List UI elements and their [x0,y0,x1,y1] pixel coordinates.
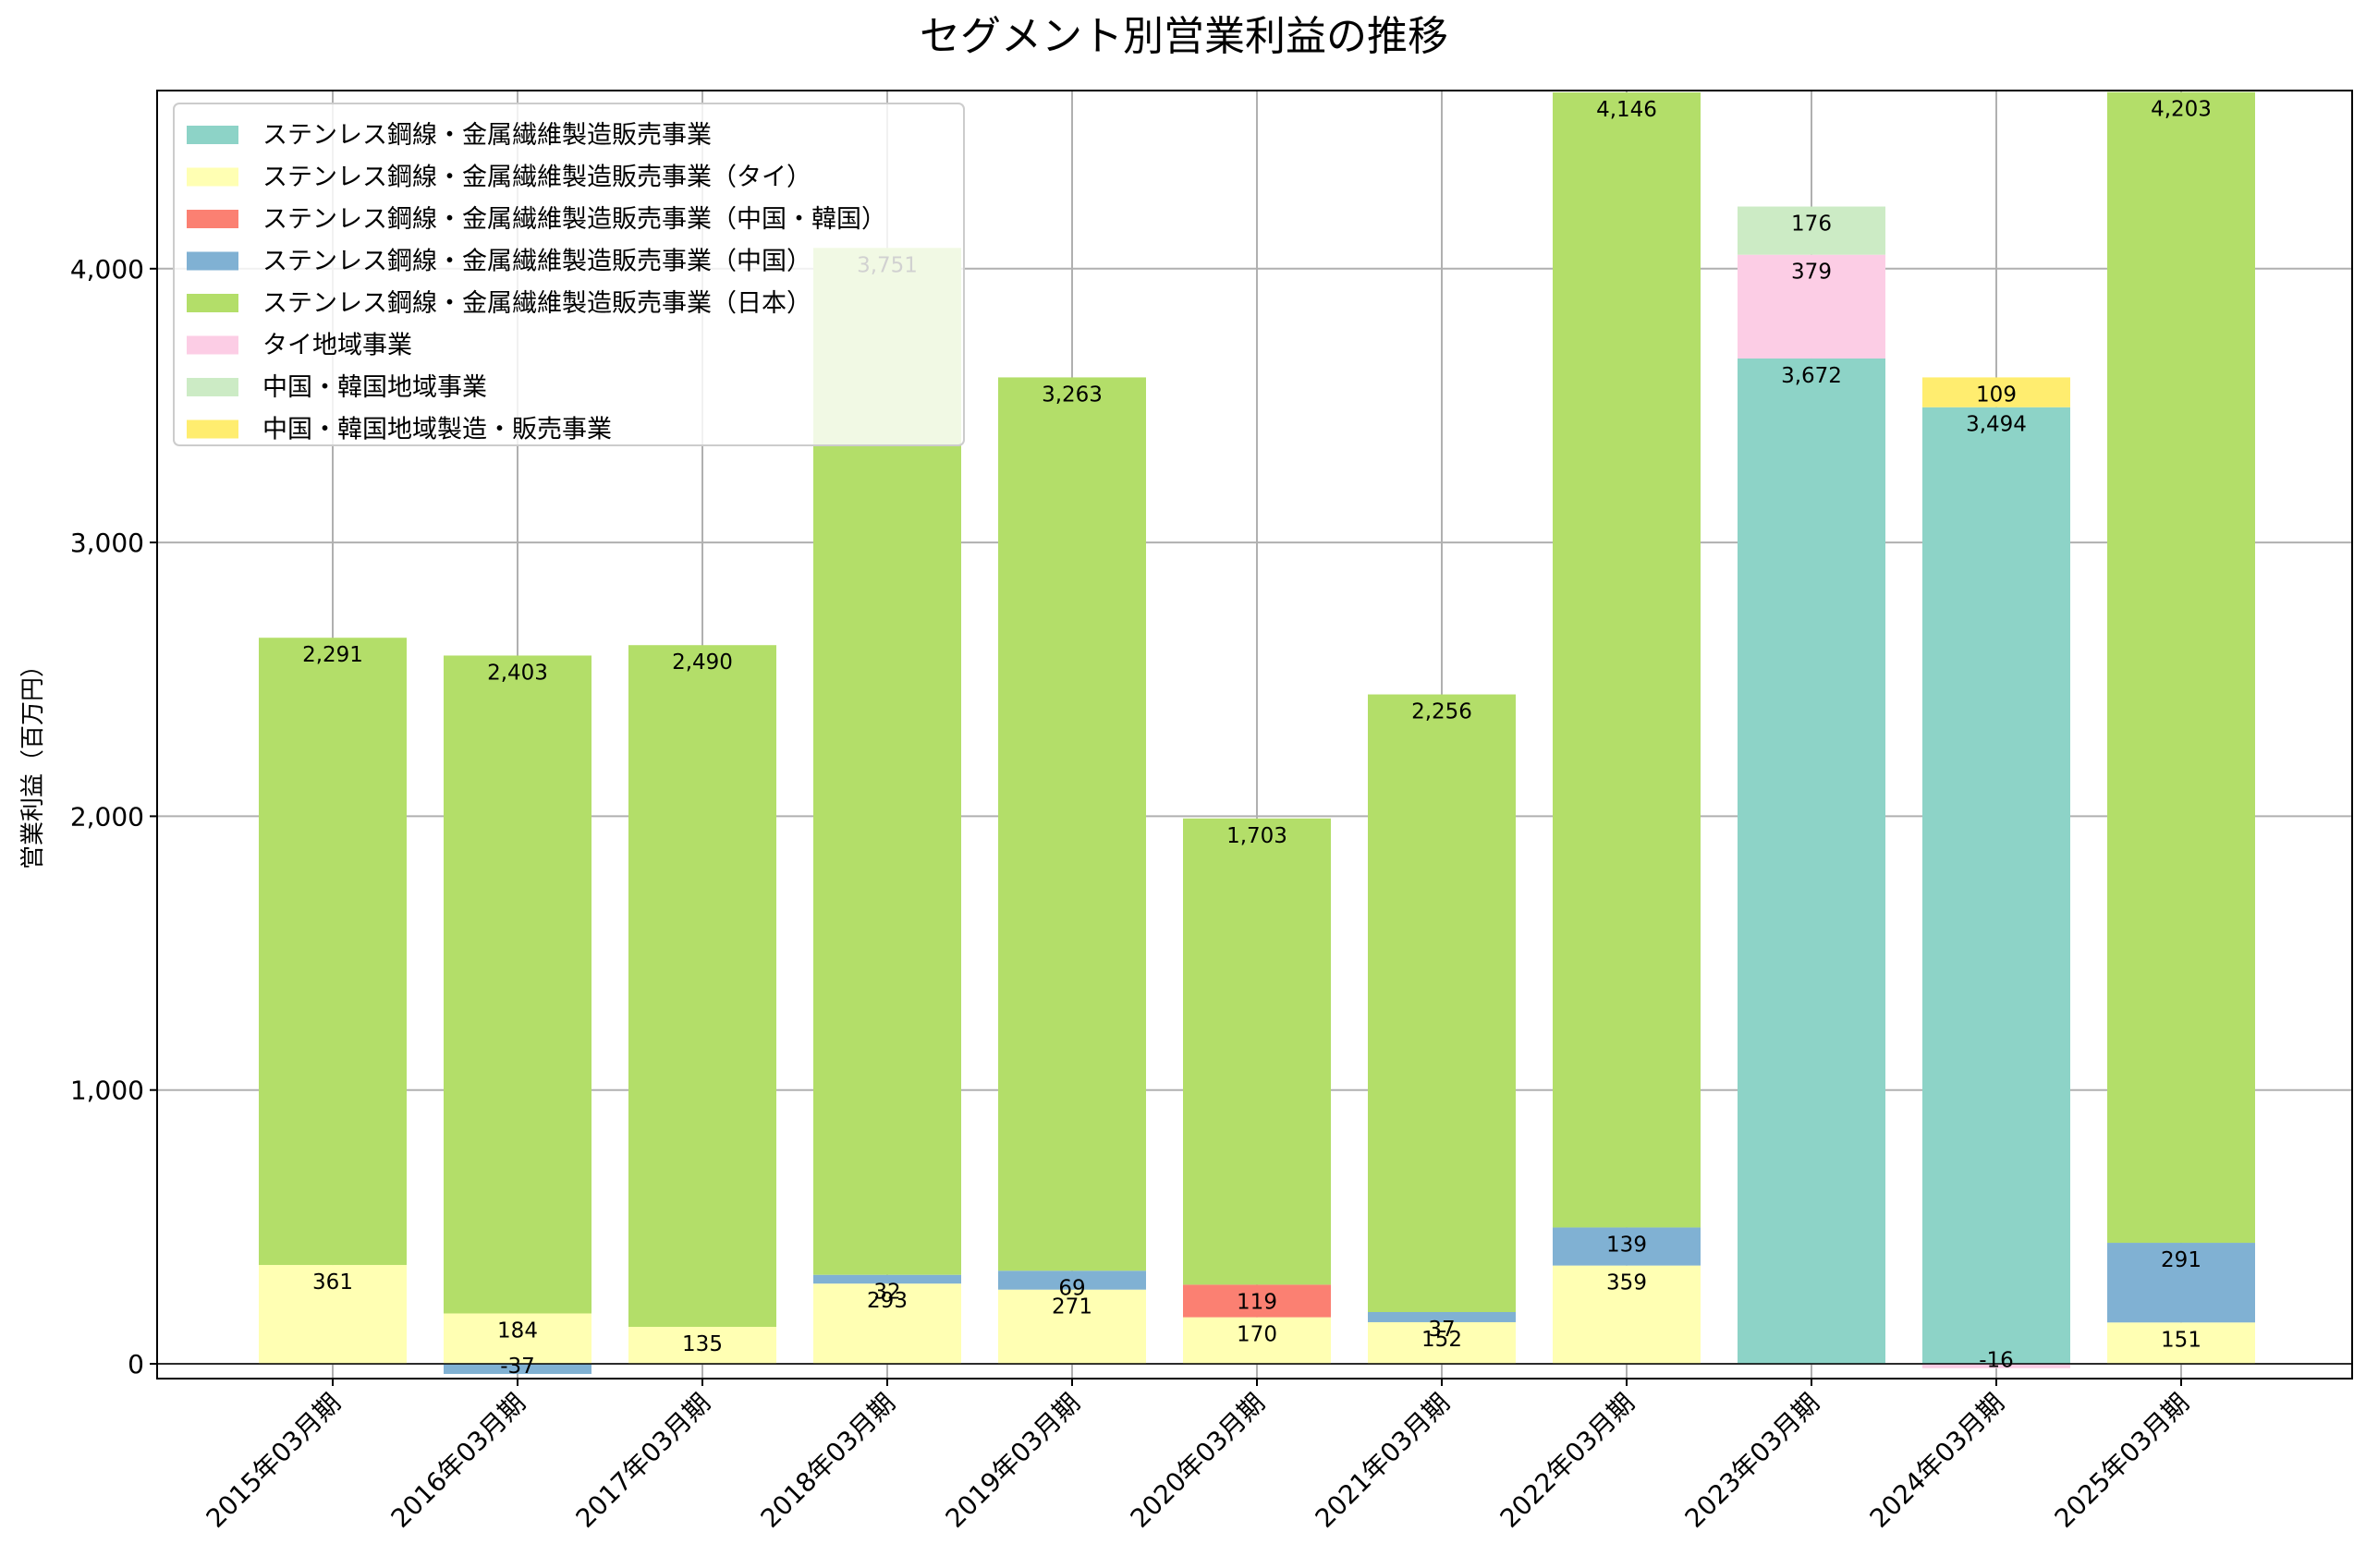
bar-segment [1553,1227,1701,1266]
bar-segment [259,638,407,1266]
data-label: 184 [497,1319,538,1343]
legend-swatch [187,335,238,355]
data-label: 2,256 [1411,700,1472,724]
legend-label: ステンレス鋼線・金属繊維製造販売事業（中国） [262,248,811,276]
data-label: 139 [1606,1233,1647,1257]
data-label: 379 [1791,261,1832,285]
x-tick-label: 2025年03月期 [2049,1388,2195,1534]
data-label: 151 [2161,1328,2201,1352]
legend-swatch [187,378,238,396]
bar-segment [1368,694,1516,1312]
x-tick-label: 2017年03月期 [570,1388,716,1534]
bar-segment [1738,206,1885,255]
x-tick-label: 2015年03月期 [201,1388,347,1534]
y-tick-label: 4,000 [70,254,144,285]
y-tick-label: 1,000 [70,1076,144,1106]
x-tick-label: 2022年03月期 [1494,1388,1640,1534]
legend-swatch [187,419,238,439]
data-label: 2,490 [672,650,733,675]
bar-segment [1553,91,1701,1228]
bar-segment [1922,377,2070,407]
x-tick-label: 2016年03月期 [385,1388,531,1534]
data-label: 176 [1791,213,1832,237]
data-label: -16 [1979,1349,2014,1373]
axes-frame [156,90,2353,1380]
bar-segment [1183,1284,1331,1318]
data-label: 4,146 [1596,98,1657,122]
x-tick-label: 2024年03月期 [1864,1388,2010,1534]
bar-segment [444,1364,592,1374]
data-label: 3,263 [1042,383,1103,407]
bar-segment [628,1326,776,1364]
data-label: -37 [500,1355,535,1379]
legend: ステンレス鋼線・金属繊維製造販売事業ステンレス鋼線・金属繊維製造販売事業（タイ）… [173,103,965,446]
bar-segment [1183,818,1331,1285]
bar-segment [1553,1265,1701,1364]
legend-label: 中国・韓国地域製造・販売事業 [262,416,612,444]
bar-segment [2107,91,2255,1244]
data-label: 2,403 [487,661,548,685]
data-label: 135 [682,1332,723,1356]
bar-segment [2107,1322,2255,1364]
bar-segment [2107,1243,2255,1323]
bar-segment [1922,407,2070,1365]
bar-segment [444,655,592,1314]
data-label: 32 [873,1281,900,1305]
data-label: 291 [2161,1248,2201,1272]
y-tick-label: 3,000 [70,528,144,558]
x-tick-label: 2019年03月期 [940,1388,1086,1534]
legend-label: タイ地域事業 [262,332,412,360]
y-axis-label: 営業利益（百万円） [19,653,47,869]
legend-swatch [187,251,238,271]
bar-segment [1368,1311,1516,1322]
bar-segment [1183,1317,1331,1364]
legend-box [173,103,965,446]
x-tick-label: 2021年03月期 [1310,1388,1456,1534]
data-label: 119 [1237,1290,1277,1314]
bar-segment [1922,1364,2070,1368]
data-label: 271 [1052,1295,1092,1319]
data-label: 361 [312,1270,353,1295]
bar-segment [998,1289,1146,1364]
data-label: 3,672 [1781,364,1842,388]
bar-segment [259,1265,407,1364]
bar-segment [813,1283,961,1364]
legend-label: ステンレス鋼線・金属繊維製造販売事業（日本） [262,289,811,318]
legend-label: ステンレス鋼線・金属繊維製造販売事業（タイ） [262,164,811,192]
bar-segment [1738,358,1885,1365]
legend-swatch [187,294,238,312]
data-label: 1,703 [1226,824,1287,848]
data-label: 69 [1058,1276,1085,1300]
data-label: 2,291 [302,643,363,667]
bar-segment [998,1270,1146,1290]
chart-title: セグメント別営業利益の推移 [920,13,1448,60]
x-tick-label: 2020年03月期 [1125,1388,1271,1534]
x-tick-label: 2018年03月期 [755,1388,901,1534]
plot-area: 3612,291184-372,4031352,490293323,751271… [70,90,2353,1534]
data-label: 109 [1976,383,2017,407]
bar-segment [1368,1321,1516,1364]
legend-swatch [187,167,238,187]
bar-segment [1738,254,1885,359]
y-tick-label: 0 [128,1349,144,1380]
data-label: 293 [867,1289,908,1313]
bar-segment [628,645,776,1327]
data-label: 3,494 [1966,413,2027,437]
data-label: 359 [1606,1271,1647,1295]
bar-segment [813,1274,961,1284]
data-label: 170 [1237,1323,1277,1347]
bar-segment [444,1313,592,1364]
data-label: 4,203 [2151,98,2212,122]
data-label: 37 [1428,1318,1455,1342]
y-tick-label: 2,000 [70,801,144,832]
legend-swatch [187,210,238,228]
data-label: 152 [1421,1328,1462,1352]
legend-label: 中国・韓国地域事業 [262,373,487,402]
x-tick-label: 2023年03月期 [1679,1388,1825,1534]
legend-swatch [187,126,238,144]
legend-label: ステンレス鋼線・金属繊維製造販売事業 [262,121,712,150]
legend-label: ステンレス鋼線・金属繊維製造販売事業（中国・韓国） [262,205,886,234]
bar-segment [998,377,1146,1271]
